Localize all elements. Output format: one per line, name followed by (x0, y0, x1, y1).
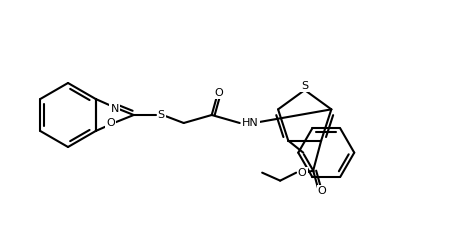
Text: S: S (158, 110, 165, 120)
Text: O: O (106, 118, 115, 128)
Text: N: N (110, 104, 119, 114)
Text: O: O (318, 186, 327, 196)
Text: S: S (301, 81, 308, 91)
Text: O: O (214, 88, 223, 98)
Text: O: O (298, 168, 307, 178)
Text: HN: HN (242, 118, 258, 128)
